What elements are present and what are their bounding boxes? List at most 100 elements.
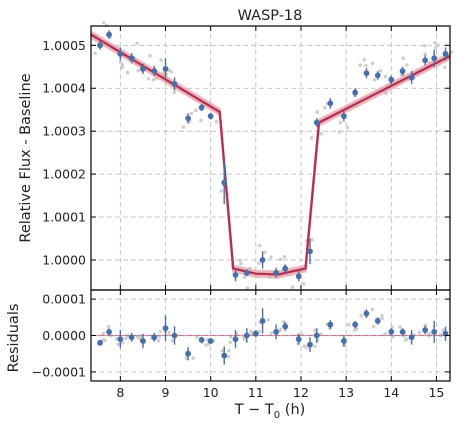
x-tick-label: 14 <box>383 385 399 400</box>
main-raw-point <box>290 285 295 290</box>
x-tick-label: 13 <box>338 385 354 400</box>
x-tick-label: 8 <box>116 385 124 400</box>
main-binned-point <box>140 66 146 72</box>
model-band-line <box>90 34 451 277</box>
residuals-raw-point <box>383 332 388 336</box>
main-binned-point <box>408 74 415 81</box>
residuals-raw-point <box>405 337 409 342</box>
residuals-binned-point <box>313 332 320 339</box>
residuals-binned-point <box>221 352 228 359</box>
main-raw-point <box>159 58 163 63</box>
main-binned-point <box>243 269 250 276</box>
main-raw-point <box>148 53 152 58</box>
main-raw-point <box>245 286 250 290</box>
main-raw-point <box>101 20 106 25</box>
main-binned-point <box>282 265 289 272</box>
main-binned-point <box>117 51 124 57</box>
residuals-binned-point <box>185 350 191 357</box>
residuals-raw-point <box>195 335 199 340</box>
residuals-binned-point <box>171 332 178 339</box>
main-binned-point <box>171 81 178 87</box>
residuals-raw-point <box>114 337 119 341</box>
main-raw-point <box>181 125 186 129</box>
main-raw-point <box>136 68 140 73</box>
residuals-raw-point <box>167 331 171 335</box>
residuals-raw-point <box>103 338 107 343</box>
main-raw-point <box>238 258 242 262</box>
residuals-raw-point <box>269 331 274 335</box>
residuals-binned-point <box>97 339 103 346</box>
main-binned-point <box>273 269 280 276</box>
residuals-binned-point <box>399 328 406 335</box>
residuals-binned-point <box>106 328 112 335</box>
main-raw-point <box>151 77 156 82</box>
residuals-raw-point <box>359 313 364 318</box>
main-raw-point <box>373 78 377 82</box>
residuals-raw-point <box>249 329 253 334</box>
residuals-raw-point <box>313 344 317 349</box>
main-raw-point <box>263 250 267 255</box>
residuals-raw-point <box>106 324 111 329</box>
x-tick-label: 15 <box>428 385 444 400</box>
main-raw-point <box>135 41 139 46</box>
main-binned-point <box>442 51 449 57</box>
residuals-raw-point <box>170 338 175 343</box>
residuals-binned-point <box>128 334 135 341</box>
residuals-raw-point <box>123 336 128 341</box>
x-tick-label: 10 <box>203 385 219 400</box>
model-band-line <box>90 35 451 278</box>
residuals-binned-point <box>340 338 347 344</box>
main-raw-point <box>432 40 437 45</box>
x-tick-label: 12 <box>293 385 309 400</box>
main-raw-point <box>358 63 363 67</box>
residuals-raw-point <box>371 324 376 329</box>
residuals-y-tick-label: −0.0001 <box>32 364 86 379</box>
residuals-raw-point <box>227 348 231 353</box>
main-raw-point <box>337 130 342 134</box>
residuals-raw-point <box>380 313 384 318</box>
main-binned-point <box>185 115 191 122</box>
residuals-raw-point <box>191 356 195 360</box>
residuals-binned-point <box>273 328 280 335</box>
x-axis-title-subscript: 0 <box>274 410 280 421</box>
main-binned-point <box>422 57 429 64</box>
x-tick-label: 11 <box>248 385 264 400</box>
residuals-raw-point <box>278 328 282 333</box>
main-raw-point <box>319 132 323 136</box>
residuals-binned-point <box>243 332 250 339</box>
residuals-binned-point <box>117 336 124 343</box>
main-binned-point <box>388 76 395 83</box>
main-raw-point <box>383 74 388 79</box>
residuals-raw-point <box>313 328 317 333</box>
residuals-binned-point <box>207 338 214 344</box>
main-y-tick-label: 1.0005 <box>42 38 86 53</box>
main-raw-point <box>301 281 306 286</box>
residuals-binned-point <box>422 327 429 333</box>
main-y-tick-label: 1.0000 <box>42 252 86 267</box>
residuals-raw-point <box>101 331 106 336</box>
residuals-binned-point <box>198 336 205 343</box>
main-binned-point <box>340 113 347 120</box>
main-raw-point <box>338 120 343 125</box>
main-raw-point <box>370 61 375 66</box>
main-binned-point <box>128 55 135 62</box>
main-raw-point <box>378 69 383 73</box>
main-raw-point <box>172 90 176 95</box>
main-raw-point <box>278 257 283 262</box>
residuals-raw-point <box>266 317 271 322</box>
main-raw-point <box>323 106 327 110</box>
residuals-binned-point <box>151 334 158 341</box>
model-band-line <box>90 36 451 279</box>
residuals-binned-point <box>252 330 259 337</box>
main-binned-point <box>399 68 406 74</box>
main-raw-point <box>214 119 219 124</box>
main-binned-point <box>106 31 112 38</box>
main-y-tick-label: 1.0001 <box>42 210 86 225</box>
main-raw-point <box>345 125 350 130</box>
main-binned-point <box>431 55 438 62</box>
residuals-binned-point <box>408 334 415 341</box>
residuals-raw-point <box>370 307 375 312</box>
residuals-binned-point <box>232 336 239 343</box>
main-binned-point <box>307 248 313 255</box>
